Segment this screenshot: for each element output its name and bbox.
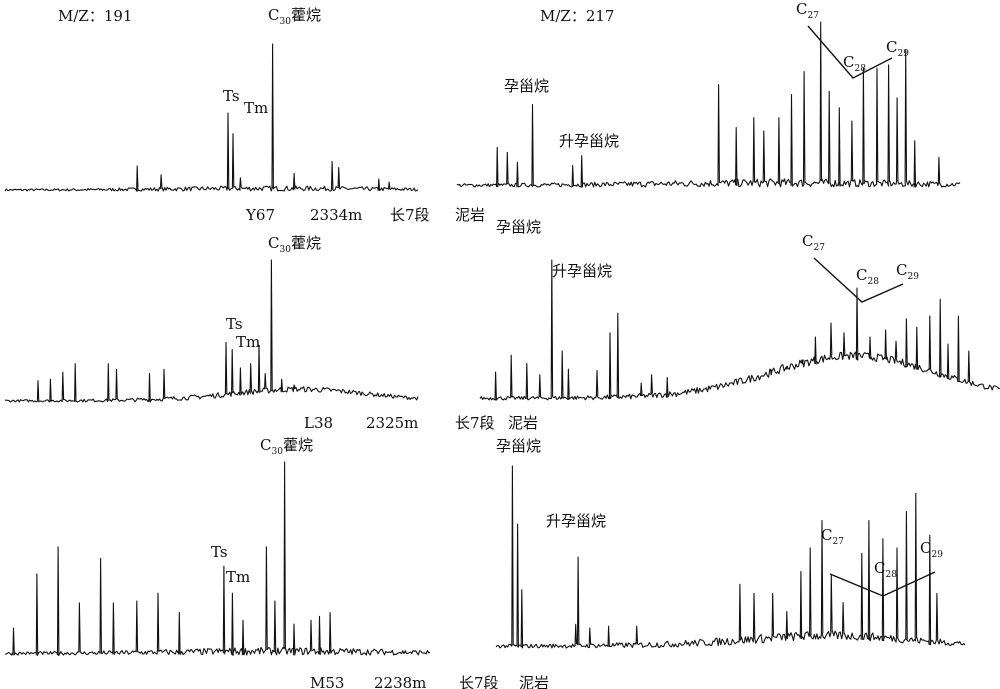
sterane-bracket-row2	[813, 257, 904, 303]
trace-layer	[4, 21, 1000, 657]
c27-label-row1: C27	[796, 0, 819, 21]
sterane-bracket-row1	[807, 25, 893, 79]
tm-label-row3: Tm	[226, 568, 250, 586]
tm-label-row2: Tm	[236, 333, 260, 351]
trace-m217-row2	[479, 259, 1000, 401]
trace-m191-row1	[4, 43, 419, 192]
lithology-row3: 泥岩	[519, 674, 549, 689]
sample-id-row3: M53	[310, 674, 344, 689]
trace-m191-row3	[4, 461, 431, 657]
ion-label-217: M/Z：217	[540, 7, 614, 25]
c30-hopane-label-row2: C30藿烷	[268, 234, 321, 255]
c29-label-row1: C29	[886, 38, 909, 59]
ts-label-row2: Ts	[226, 315, 243, 333]
tm-label-row1: Tm	[244, 99, 268, 117]
lithology-row1: 泥岩	[455, 206, 485, 224]
depth-row1: 2334m	[310, 206, 362, 224]
c28-label-row2: C28	[856, 266, 879, 287]
pregnane-label-row2: 孕甾烷	[496, 218, 541, 236]
c29-label-row2: C29	[896, 261, 919, 282]
homopregnane-label-row2: 升孕甾烷	[552, 262, 612, 280]
member-row3: 长7段	[459, 674, 499, 689]
sample-id-row2: L38	[304, 414, 333, 432]
depth-row3: 2238m	[374, 674, 426, 689]
homopregnane-label-row1: 升孕甾烷	[559, 132, 619, 150]
ts-label-row3: Ts	[211, 543, 228, 561]
member-row2: 长7段	[455, 414, 495, 432]
trace-m191-row2	[5, 259, 419, 403]
c27-label-row3: C27	[821, 526, 844, 547]
c28-label-row1: C28	[843, 53, 866, 74]
c29-label-row3: C29	[920, 539, 943, 560]
member-row1: 长7段	[390, 206, 430, 224]
trace-m217-row3	[495, 465, 966, 649]
sterane-bracket-row3	[829, 571, 936, 597]
c30-hopane-label-row1: C30藿烷	[268, 6, 321, 27]
pregnane-label-row1: 孕甾烷	[504, 77, 549, 95]
c28-label-row3: C28	[874, 559, 897, 580]
pregnane-label-row3: 孕甾烷	[496, 437, 541, 455]
sample-id-row1: Y67	[245, 206, 275, 224]
depth-row2: 2325m	[366, 414, 418, 432]
homopregnane-label-row3: 升孕甾烷	[546, 512, 606, 530]
ts-label-row1: Ts	[223, 87, 240, 105]
c27-label-row2: C27	[802, 232, 825, 253]
trace-m217-row1	[456, 21, 961, 188]
ion-label-191: M/Z：191	[58, 7, 132, 25]
lithology-row2: 泥岩	[508, 414, 538, 432]
c30-hopane-label-row3: C30藿烷	[260, 436, 313, 457]
